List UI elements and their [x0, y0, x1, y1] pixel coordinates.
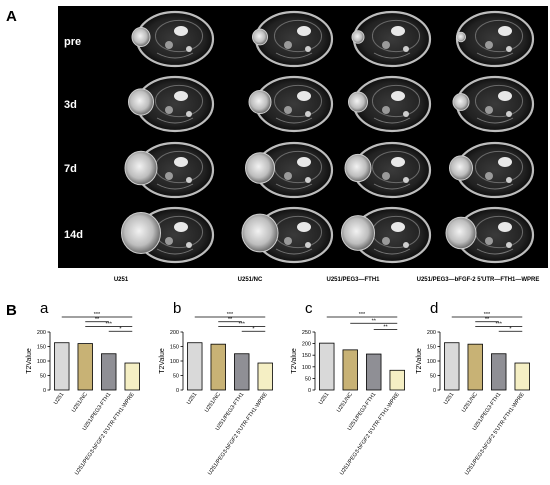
mri-scan-r4-c2 [242, 208, 332, 262]
mri-scan-r3-c1 [125, 143, 213, 197]
mri-scan-r2-c2 [249, 77, 332, 131]
y-axis-label: T2Value [159, 348, 166, 374]
x-tick-label: U251/NC [336, 392, 354, 414]
mri-scans [58, 6, 548, 268]
bar-4 [390, 370, 405, 390]
column-label-u251: U251 [114, 277, 128, 283]
y-tick-label: 100 [427, 359, 436, 365]
y-tick-label: 0 [43, 388, 46, 394]
y-tick-label: 0 [308, 388, 311, 394]
mri-scan-r1-c4 [457, 12, 534, 66]
y-tick-label: 200 [427, 330, 436, 336]
bar-chart-d: 0 50 100 150 200 T2Value U251 U251/NC U251/PEG3-… [412, 310, 544, 480]
bar-4 [258, 363, 273, 390]
mri-scan-r4-c4 [446, 208, 533, 262]
bar-1 [319, 343, 334, 390]
row-label-14d: 14d [64, 229, 83, 241]
bar-4 [515, 363, 530, 390]
bar-1 [54, 343, 69, 390]
y-axis-label: T2Value [416, 348, 423, 374]
x-tick-label: U251 [186, 392, 198, 406]
bar-chart-c: 0 50 100 150 200 250 T2Value U251 U251/NC U251/PE… [287, 310, 419, 480]
y-tick-label: 200 [302, 342, 311, 348]
mri-scan-r1-c3 [352, 12, 430, 66]
mri-scan-r2-c3 [349, 77, 431, 131]
significance-label: *** [359, 312, 366, 318]
y-axis-label: T2Value [26, 348, 33, 374]
y-tick-label: 150 [427, 345, 436, 351]
mri-scan-r4-c1 [122, 208, 214, 262]
mri-scan-r3-c2 [246, 143, 333, 197]
mri-scan-r3-c4 [450, 143, 534, 197]
row-label-pre: pre [64, 36, 81, 48]
x-tick-label: U251/NC [461, 392, 479, 414]
bar-2 [78, 344, 93, 390]
row-label-7d: 7d [64, 163, 77, 175]
significance-label: *** [106, 322, 113, 328]
y-tick-label: 100 [37, 359, 46, 365]
y-tick-label: 0 [433, 388, 436, 394]
y-axis-label: T2Value [291, 348, 298, 374]
y-tick-label: 150 [170, 345, 179, 351]
bar-3 [366, 354, 381, 390]
x-tick-label: U251/NC [204, 392, 222, 414]
bar-3 [234, 354, 249, 390]
mri-scan-r2-c4 [453, 77, 533, 131]
y-tick-label: 50 [173, 374, 179, 380]
bar-chart-b: 0 50 100 150 200 T2Value U251 U251/NC U251/PEG3-… [155, 310, 287, 480]
mri-scan-r3-c3 [345, 143, 430, 197]
column-label-u251-nc: U251/NC [238, 277, 263, 283]
y-tick-label: 150 [302, 353, 311, 359]
bar-3 [491, 354, 506, 390]
column-label-peg3-fth1: U251/PEG3—FTH1 [326, 277, 379, 283]
row-label-3d: 3d [64, 99, 77, 111]
bar-3 [101, 354, 116, 390]
y-tick-label: 100 [302, 365, 311, 371]
mri-scan-r1-c2 [253, 12, 333, 66]
bar-1 [444, 343, 459, 390]
x-tick-label: U251 [318, 392, 330, 406]
y-tick-label: 50 [305, 376, 311, 382]
y-tick-label: 0 [176, 388, 179, 394]
x-tick-label: U251 [443, 392, 455, 406]
significance-label: *** [496, 322, 503, 328]
y-tick-label: 200 [37, 330, 46, 336]
y-tick-label: 50 [430, 374, 436, 380]
mri-scan-r1-c1 [132, 12, 213, 66]
bar-2 [211, 344, 226, 390]
mri-image-grid: pre 3d 7d 14d [58, 6, 548, 268]
bar-chart-a: 0 50 100 150 200 T2Value U251 U251/NC U251/PEG3-… [22, 310, 154, 480]
mri-scan-r4-c3 [342, 208, 431, 262]
x-tick-label: U251/NC [71, 392, 89, 414]
panel-a-label: A [6, 8, 17, 25]
bar-1 [187, 343, 202, 390]
y-tick-label: 150 [37, 345, 46, 351]
y-tick-label: 250 [302, 330, 311, 336]
mri-scan-r2-c1 [129, 77, 214, 131]
y-tick-label: 100 [170, 359, 179, 365]
significance-label: *** [239, 322, 246, 328]
x-tick-label: U251 [53, 392, 65, 406]
y-tick-label: 200 [170, 330, 179, 336]
bar-4 [125, 363, 140, 390]
bar-2 [343, 350, 358, 390]
bar-2 [468, 344, 483, 390]
y-tick-label: 50 [40, 374, 46, 380]
column-label-peg3-bfgf2-fth1-wpre: U251/PEG3—bFGF-2 5'UTR—FTH1—WPRE [417, 277, 540, 283]
panel-b-label: B [6, 302, 17, 319]
